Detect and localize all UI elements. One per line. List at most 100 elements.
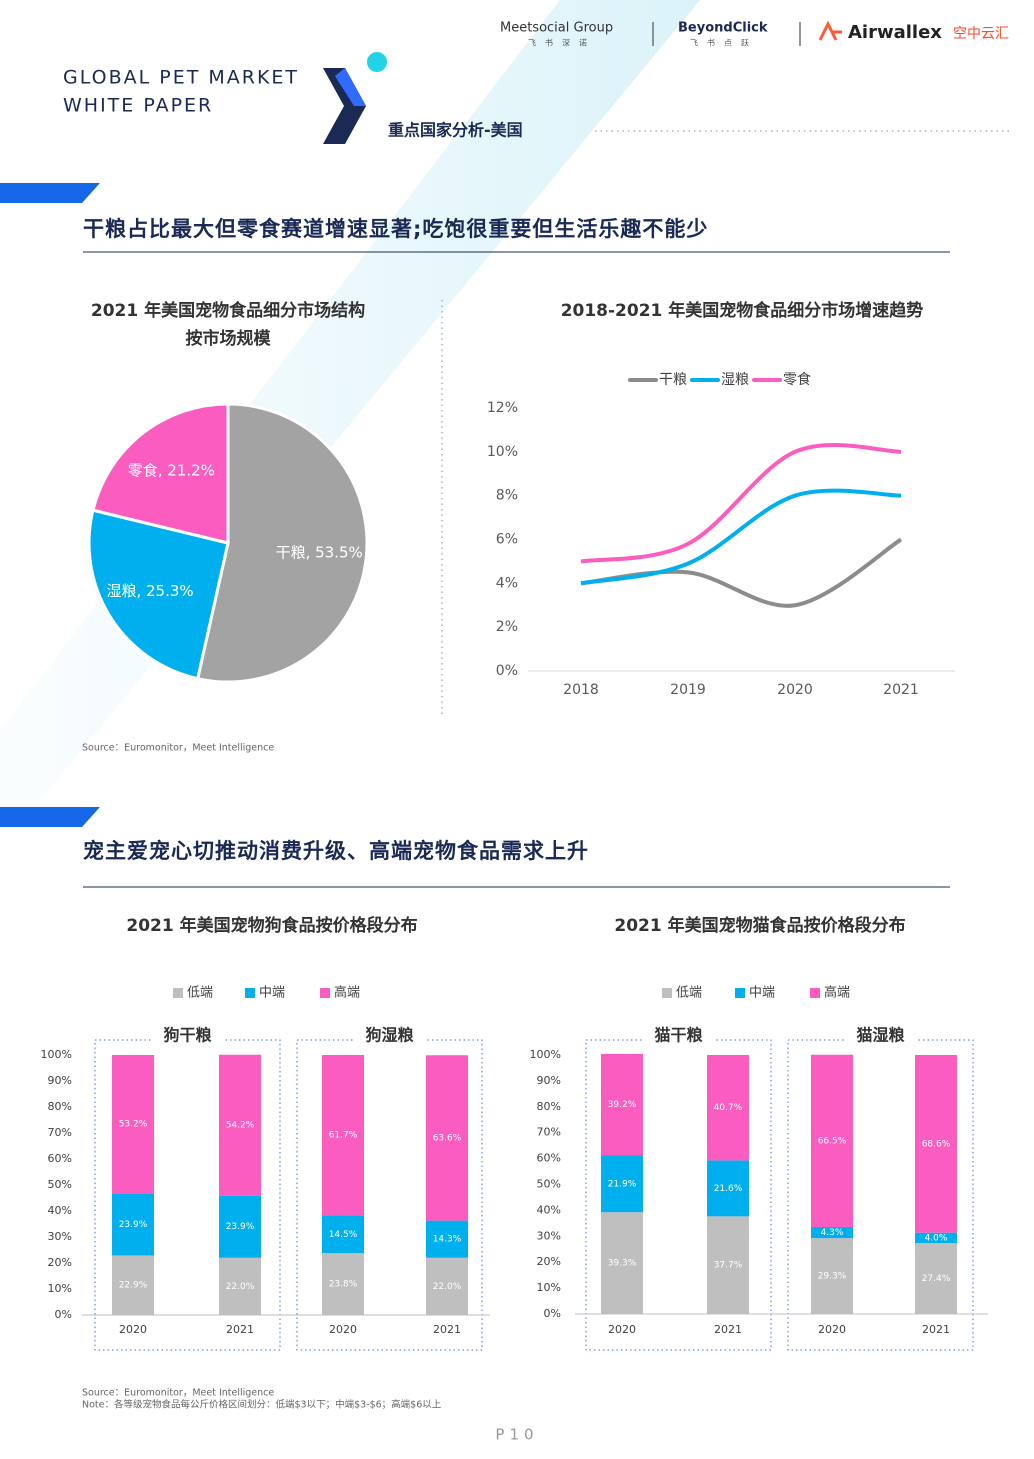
group-label: 猫湿粮 bbox=[856, 1026, 904, 1045]
bar-segment bbox=[811, 1226, 853, 1239]
x-tick-label: 2021 bbox=[433, 1323, 461, 1336]
bar-segment bbox=[112, 1055, 154, 1194]
bar-segment bbox=[322, 1215, 364, 1254]
y-tick-label: 8% bbox=[496, 488, 518, 504]
y-tick-label: 12% bbox=[487, 400, 518, 416]
group-label-bg bbox=[642, 1026, 715, 1046]
data-label: 零食, 21.2% bbox=[128, 461, 215, 479]
bar-segment bbox=[322, 1253, 364, 1315]
logo-dot bbox=[367, 52, 387, 72]
x-tick-label: 2020 bbox=[119, 1323, 147, 1336]
data-label: 63.6% bbox=[433, 1133, 462, 1143]
legend-swatch bbox=[245, 988, 255, 998]
y-tick-label: 10% bbox=[537, 1281, 561, 1294]
group-label: 猫干粮 bbox=[654, 1026, 702, 1045]
data-label: 23.8% bbox=[329, 1280, 358, 1290]
y-tick-label: 80% bbox=[537, 1100, 561, 1113]
bar-segment bbox=[811, 1054, 853, 1227]
y-tick-label: 4% bbox=[496, 575, 518, 591]
bar-segment bbox=[601, 1155, 643, 1213]
data-label: 53.2% bbox=[119, 1120, 148, 1130]
legend-swatch bbox=[735, 988, 745, 998]
y-tick-label: 70% bbox=[537, 1126, 561, 1139]
y-tick-label: 0% bbox=[544, 1307, 561, 1320]
bar-segment bbox=[915, 1232, 957, 1244]
group-label: 狗干粮 bbox=[163, 1026, 211, 1045]
data-label: 39.2% bbox=[608, 1100, 637, 1110]
section-bar bbox=[0, 807, 100, 827]
y-tick-label: 100% bbox=[530, 1048, 561, 1061]
legend-swatch bbox=[320, 988, 330, 998]
group-label-bg bbox=[151, 1026, 224, 1046]
x-tick-label: 2020 bbox=[608, 1323, 636, 1336]
data-label: 4.0% bbox=[925, 1233, 948, 1243]
x-tick-label: 2019 bbox=[670, 682, 706, 698]
header-title: GLOBAL PET MARKET bbox=[63, 67, 299, 89]
header-title: WHITE PAPER bbox=[63, 95, 213, 117]
chart-title: 2021 年美国宠物猫食品按价格段分布 bbox=[614, 915, 905, 936]
chart-title: 2021 年美国宠物食品细分市场结构 bbox=[91, 300, 365, 321]
y-tick-label: 10% bbox=[48, 1282, 72, 1295]
y-tick-label: 60% bbox=[48, 1152, 72, 1165]
section-bar bbox=[0, 183, 100, 203]
y-tick-label: 40% bbox=[537, 1203, 561, 1216]
legend-label: 中端 bbox=[749, 986, 775, 1001]
pie-slice bbox=[87, 508, 230, 681]
data-label: 29.3% bbox=[818, 1272, 847, 1282]
data-label: 23.9% bbox=[226, 1222, 255, 1232]
data-label: 4.3% bbox=[821, 1228, 844, 1238]
legend-label: 湿粮 bbox=[721, 372, 749, 388]
bar-segment bbox=[601, 1053, 643, 1156]
legend-swatch bbox=[173, 988, 183, 998]
legend-label: 低端 bbox=[187, 986, 213, 1001]
data-label: 22.0% bbox=[226, 1282, 255, 1292]
x-tick-label: 2018 bbox=[563, 682, 599, 698]
bar-segment bbox=[112, 1255, 154, 1315]
group-label-bg bbox=[353, 1026, 426, 1046]
line-series bbox=[580, 443, 902, 564]
bar-segment bbox=[707, 1216, 749, 1314]
data-label: 干粮, 53.5% bbox=[276, 544, 363, 562]
source: Source：Euromonitor，Meet Intelligence bbox=[82, 1388, 274, 1399]
y-tick-label: 10% bbox=[487, 444, 518, 460]
bar-segment bbox=[601, 1212, 643, 1314]
data-label: 66.5% bbox=[818, 1136, 847, 1146]
bar-segment bbox=[112, 1193, 154, 1256]
legend-label: 高端 bbox=[334, 985, 360, 1001]
section-heading: 宠主爱宠心切推动消费升级、高端宠物食品需求上升 bbox=[83, 839, 589, 863]
x-tick-label: 2021 bbox=[714, 1323, 742, 1336]
bar-segment bbox=[219, 1195, 261, 1258]
data-label: 68.6% bbox=[922, 1139, 951, 1149]
y-tick-label: 50% bbox=[537, 1178, 561, 1191]
bar-segment bbox=[707, 1160, 749, 1217]
logo-sub: 空中云汇 bbox=[953, 26, 1009, 42]
section-heading: 干粮占比最大但零食赛道增速显著;吃饱很重要但生活乐趣不能少 bbox=[83, 217, 708, 241]
y-tick-label: 80% bbox=[48, 1100, 72, 1113]
group-label-bg bbox=[844, 1026, 917, 1046]
data-label: 61.7% bbox=[329, 1131, 358, 1141]
y-tick-label: 70% bbox=[48, 1126, 72, 1139]
data-label: 39.3% bbox=[608, 1259, 637, 1269]
data-label: 27.4% bbox=[922, 1274, 951, 1284]
x-tick-label: 2020 bbox=[777, 682, 813, 698]
bar-segment bbox=[219, 1257, 261, 1315]
y-tick-label: 0% bbox=[496, 663, 518, 679]
group-label: 狗湿粮 bbox=[365, 1026, 413, 1045]
legend-label: 低端 bbox=[676, 986, 702, 1001]
y-tick-label: 30% bbox=[48, 1230, 72, 1243]
y-tick-label: 90% bbox=[537, 1074, 561, 1087]
chart-title: 2018-2021 年美国宠物食品细分市场增速趋势 bbox=[561, 300, 924, 321]
legend-label: 零食 bbox=[783, 371, 811, 388]
bar-segment bbox=[915, 1055, 957, 1233]
y-tick-label: 6% bbox=[496, 532, 518, 548]
data-label: 23.9% bbox=[119, 1220, 148, 1230]
y-tick-label: 60% bbox=[537, 1152, 561, 1165]
data-label: 湿粮, 25.3% bbox=[106, 582, 193, 600]
legend-swatch bbox=[662, 988, 672, 998]
legend-swatch bbox=[810, 988, 820, 998]
data-label: 54.2% bbox=[226, 1121, 255, 1131]
y-tick-label: 50% bbox=[48, 1178, 72, 1191]
airwallex-icon bbox=[818, 20, 842, 41]
y-tick-label: 20% bbox=[48, 1256, 72, 1269]
